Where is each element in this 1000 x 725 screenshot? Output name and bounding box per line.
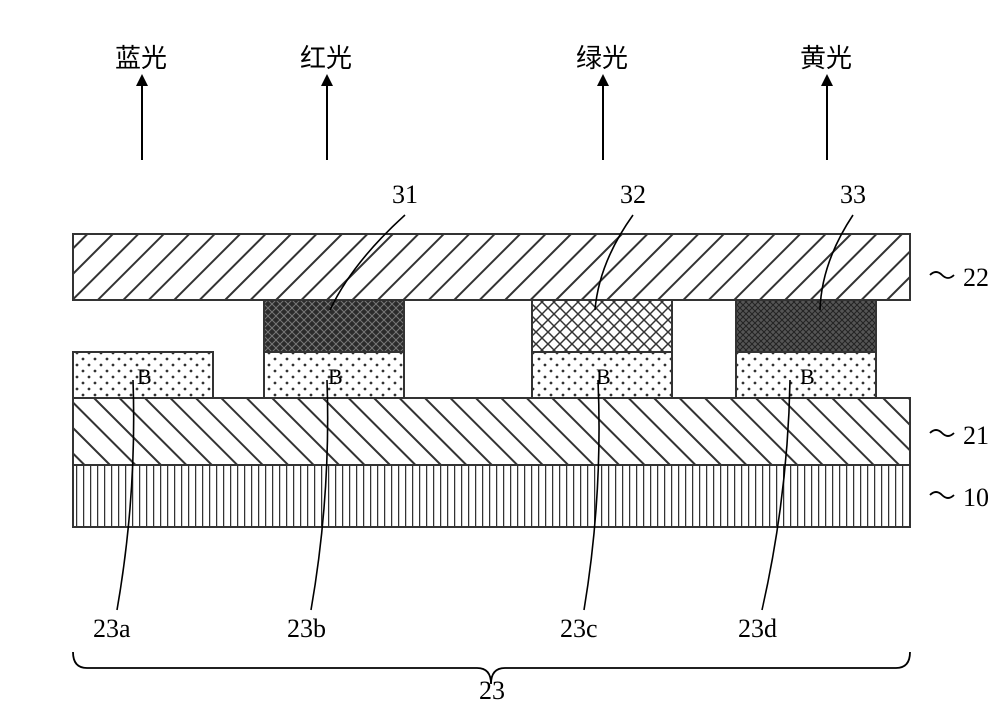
label-31: 31 bbox=[392, 180, 418, 210]
block-33 bbox=[736, 300, 876, 352]
top-label-3: 黄光 bbox=[800, 38, 852, 75]
label-23d: 23d bbox=[738, 614, 777, 644]
tilde-connector bbox=[930, 430, 954, 436]
block-31 bbox=[264, 300, 404, 352]
top-label-2: 绿光 bbox=[576, 38, 628, 75]
b-text-2: B bbox=[596, 364, 611, 390]
top-label-1: 红光 bbox=[300, 38, 352, 75]
label-23c: 23c bbox=[560, 614, 598, 644]
block-32 bbox=[532, 300, 672, 352]
label-21: 21 bbox=[963, 421, 989, 451]
tilde-connector bbox=[930, 272, 954, 278]
label-10: 10 bbox=[963, 483, 989, 513]
label-22: 22 bbox=[963, 263, 989, 293]
diagram-canvas: 蓝光 红光 绿光 黄光 31 32 33 22 21 10 23a 23b 23c 23d 23 B B B B bbox=[20, 20, 1000, 705]
label-23b: 23b bbox=[287, 614, 326, 644]
b-text-0: B bbox=[137, 364, 152, 390]
label-23: 23 bbox=[479, 676, 505, 706]
layer-22 bbox=[73, 234, 910, 300]
label-33: 33 bbox=[840, 180, 866, 210]
b-text-3: B bbox=[800, 364, 815, 390]
top-label-0: 蓝光 bbox=[115, 38, 167, 75]
b-text-1: B bbox=[328, 364, 343, 390]
tilde-connector bbox=[930, 492, 954, 498]
diagram-svg bbox=[20, 20, 1000, 705]
label-23a: 23a bbox=[93, 614, 131, 644]
layer-21 bbox=[73, 398, 910, 465]
label-32: 32 bbox=[620, 180, 646, 210]
